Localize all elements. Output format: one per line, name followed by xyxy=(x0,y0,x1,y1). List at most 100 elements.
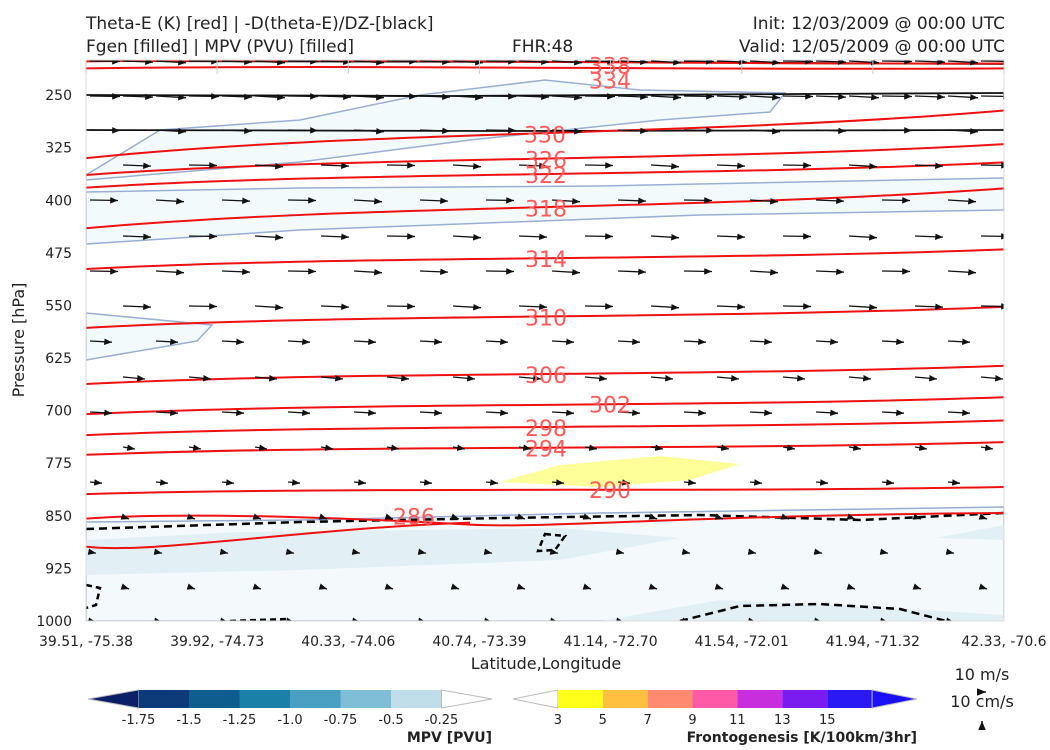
mpv-tick-label: -1.0 xyxy=(277,713,302,728)
wind-vector xyxy=(419,127,451,135)
wind-vector xyxy=(782,375,806,382)
wind-vector xyxy=(89,268,119,275)
forecast-hour-label: FHR:48 xyxy=(512,37,574,57)
wind-vector xyxy=(848,162,878,170)
y-axis-ticks: 250 325 400 475 550 625 700 775 850 925 1000 xyxy=(36,88,72,630)
theta-e-label-318: 318 xyxy=(525,197,567,222)
wind-vector xyxy=(419,197,449,205)
wind-vector xyxy=(881,60,913,65)
wind-vector xyxy=(452,60,484,66)
wind-vector xyxy=(518,93,550,101)
wind-vector xyxy=(980,375,1004,382)
wind-vector xyxy=(254,162,284,170)
wind-vector xyxy=(617,479,631,486)
theta-e-label-310: 310 xyxy=(525,306,567,331)
mpv-color-swatch xyxy=(138,690,189,708)
wind-vector xyxy=(716,303,746,311)
wind-vector xyxy=(749,268,779,276)
wind-vector xyxy=(551,197,581,205)
wind-vector xyxy=(881,338,905,346)
wind-vector xyxy=(287,479,301,486)
wind-vector xyxy=(683,338,707,346)
wind-vector xyxy=(287,197,317,204)
wind-vector xyxy=(188,93,220,100)
wind-vector xyxy=(879,548,889,555)
wind-vector xyxy=(353,60,385,66)
wind-vector xyxy=(846,583,856,590)
mpv-color-swatch xyxy=(87,689,139,709)
wind-vector xyxy=(320,375,344,382)
init-time-label: Init: 12/03/2009 @ 00:00 UTC xyxy=(752,14,1005,34)
wind-vector xyxy=(419,409,443,417)
wind-vector xyxy=(947,268,977,276)
wind-vector xyxy=(978,513,988,520)
wind-vector xyxy=(848,94,880,101)
wind-vector xyxy=(683,93,715,100)
wind-vector xyxy=(417,548,427,555)
wind-vector xyxy=(914,233,944,241)
wind-vector xyxy=(353,94,385,101)
x-tick-label: 41.54, -72.01 xyxy=(695,634,789,650)
wind-vector xyxy=(947,479,961,486)
x-tick-label: 41.14, -72.70 xyxy=(564,634,658,650)
wind-vector xyxy=(419,93,451,101)
wind-vector xyxy=(155,479,169,486)
mpv-region-band xyxy=(86,177,1004,245)
y-tick-label: 550 xyxy=(45,298,72,314)
wind-vector xyxy=(320,303,350,311)
theta-e-label-290: 290 xyxy=(589,479,631,504)
wind-vector xyxy=(386,303,416,310)
theta-e-label-294: 294 xyxy=(525,437,567,462)
wind-vector xyxy=(848,60,880,66)
theta-e-label-322: 322 xyxy=(525,164,567,189)
theta-e-contour-298 xyxy=(86,419,1004,437)
wind-reference-vertical: 10 cm/s xyxy=(950,692,1014,711)
dashed-contour-1 xyxy=(86,511,1004,531)
mpv-tick-label: -1.25 xyxy=(223,713,257,728)
wind-vector xyxy=(485,479,499,486)
wind-vector xyxy=(188,233,218,240)
theta-e-contour-330 xyxy=(86,109,1004,160)
wind-vector xyxy=(551,338,575,346)
y-tick-label: 925 xyxy=(45,561,72,577)
wind-vector xyxy=(980,303,1004,310)
wind-vector xyxy=(782,233,812,240)
wind-vector xyxy=(815,93,847,101)
wind-vectors xyxy=(87,60,1004,621)
y-tick-label: 625 xyxy=(45,351,72,367)
wind-vector xyxy=(186,583,196,590)
fgen-color-swatch xyxy=(602,690,648,708)
wind-vector xyxy=(153,548,163,555)
y-tick-label: 850 xyxy=(45,509,72,525)
wind-vector xyxy=(815,268,845,276)
wind-vector xyxy=(815,127,847,135)
wind-vector xyxy=(155,197,185,205)
fgen-color-swatch xyxy=(647,690,693,708)
wind-vector xyxy=(320,93,352,101)
wind-vector xyxy=(716,233,746,241)
theta-e-contour-314 xyxy=(86,248,1004,270)
fgen-color-swatch xyxy=(737,690,783,708)
wind-vector xyxy=(188,162,218,169)
wind-vector xyxy=(881,197,911,204)
wind-vector xyxy=(89,60,121,65)
wind-vector xyxy=(485,93,517,100)
wind-vector xyxy=(714,513,724,520)
wind-vector xyxy=(551,60,583,66)
wind-reference-arrows xyxy=(977,688,986,730)
wind-vector xyxy=(122,93,154,101)
wind-vector xyxy=(914,60,946,66)
fgen-color-swatch xyxy=(692,690,738,708)
mpv-colorbar: -1.75 -1.5 -1.25 -1.0 -0.75 -0.5 -0.25 xyxy=(87,689,493,728)
wind-vector xyxy=(947,338,971,346)
wind-vector xyxy=(320,233,350,241)
wind-vector xyxy=(747,548,757,555)
wind-vector xyxy=(318,583,328,590)
x-tick-label: 40.74, -73.39 xyxy=(432,634,526,650)
frontogenesis-colorbar-title: Frontogenesis [K/100km/3hr] xyxy=(687,730,917,746)
x-axis-ticks: 39.51, -75.38 39.92, -74.73 40.33, -74.06 4… xyxy=(39,60,1047,650)
wind-vector xyxy=(980,93,1004,100)
wind-vector xyxy=(551,409,575,417)
wind-vector xyxy=(714,583,724,590)
x-tick-label: 41.94, -71.32 xyxy=(826,634,920,650)
